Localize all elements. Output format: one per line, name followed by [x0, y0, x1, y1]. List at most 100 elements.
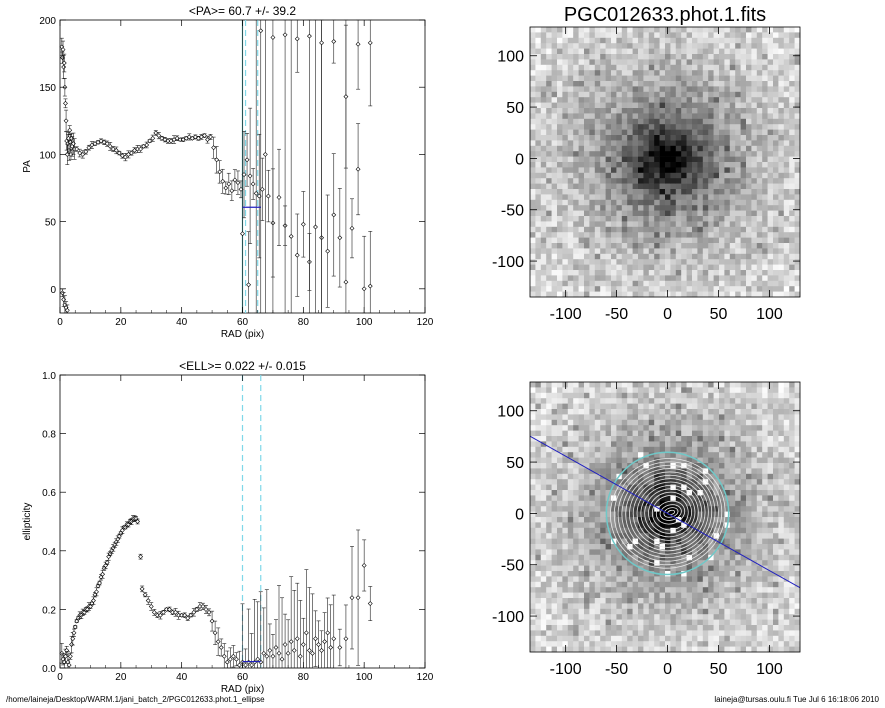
- image-bottom-ytick-label-1: -50: [501, 558, 524, 575]
- image-bottom-xtick-label-3: 50: [710, 661, 728, 678]
- ell-plot-point-55: [142, 592, 148, 598]
- pa-plot-point-71: [214, 157, 220, 163]
- ell-plot-point-27: [97, 580, 102, 586]
- pa-plot-point-6: [63, 100, 68, 106]
- ell-plot-xtick-label-0: 0: [57, 672, 63, 683]
- ell-plot-point-74: [200, 604, 206, 609]
- ell-plot-point-104: [291, 647, 297, 653]
- ell-plot-point-119: [343, 636, 349, 642]
- ell-plot-point-42: [119, 527, 125, 533]
- ell-plot-point-80: [218, 645, 224, 650]
- pa-plot-point-2: [60, 47, 66, 52]
- pa-plot-point-115: [343, 94, 349, 100]
- pa-plot-point-28: [83, 149, 89, 155]
- ell-plot-ytick-label-0: 0.0: [42, 664, 56, 675]
- image-bottom-frame: [529, 381, 801, 653]
- ell-plot-point-102: [285, 650, 291, 656]
- ell-plot-point-86: [237, 662, 242, 668]
- pa-plot-point-102: [349, 225, 355, 231]
- pa-plot-point-50: [150, 135, 156, 141]
- pa-plot-xtick-label-3: 60: [237, 317, 249, 328]
- image-top-xtick-label-4: 100: [756, 306, 783, 323]
- pa-plot-point-13: [67, 127, 73, 133]
- ell-plot-xtick-label-5: 100: [356, 672, 373, 683]
- pa-plot-ytick-label-3: 150: [39, 83, 56, 94]
- ell-plot-point-85: [233, 656, 239, 662]
- pa-plot-point-101: [343, 279, 349, 285]
- pa-plot-xtick-label-2: 40: [176, 317, 188, 328]
- ell-plot-point-110: [310, 650, 315, 656]
- ell-plot-point-105: [294, 636, 300, 642]
- ell-plot-point-51: [133, 516, 139, 521]
- pa-plot-point-16: [69, 135, 74, 141]
- pa-plot-point-84: [253, 190, 259, 196]
- pa-plot-point-96: [313, 224, 318, 230]
- ell-plot-point-82: [224, 659, 230, 665]
- ell-plot-point-53: [138, 554, 144, 560]
- image-bottom-xtick-label-4: 100: [756, 661, 783, 678]
- image-bottom-isophote-5: [651, 495, 689, 531]
- ell-plot-point-11: [72, 624, 78, 630]
- image-bottom-isophote-9: [636, 481, 703, 545]
- image-bottom-xtick-label-0: -100: [550, 661, 582, 678]
- pa-plot-ytick-label-1: 50: [45, 218, 57, 229]
- pa-plot-point-92: [288, 233, 294, 239]
- pa-plot-point-83: [250, 181, 256, 187]
- ell-plot-point-108: [303, 630, 309, 636]
- pa-plot-xtick-label-1: 20: [115, 317, 127, 328]
- image-bottom-isophote-8: [640, 485, 699, 541]
- ell-plot-point-78: [212, 630, 218, 636]
- ell-plot-point-113: [319, 647, 325, 653]
- pa-plot-point-106: [240, 231, 245, 237]
- pa-plot-point-7: [63, 118, 69, 124]
- pa-plot-point-117: [367, 40, 373, 46]
- image-top-ytick-label-2: 0: [515, 151, 524, 168]
- ell-plot-point-63: [167, 606, 172, 612]
- ell-plot-point-123: [367, 601, 373, 606]
- pa-plot-point-74: [223, 185, 229, 191]
- ell-plot-point-57: [148, 604, 154, 609]
- ell-plot-point-10: [71, 630, 77, 636]
- ell-plot-point-98: [273, 645, 279, 650]
- pa-plot-point-87: [262, 151, 268, 157]
- image-top-xtick-label-2: 0: [663, 306, 672, 323]
- ell-plot-point-97: [270, 653, 276, 659]
- pa-plot-point-111: [294, 36, 300, 42]
- ell-plot-point-9: [70, 636, 76, 642]
- ell-plot-point-118: [337, 645, 343, 650]
- pa-plot-point-103: [355, 166, 361, 172]
- ell-plot-point-94: [261, 650, 267, 656]
- ell-plot-point-88: [243, 662, 248, 668]
- image-bottom-isophote-15: [613, 461, 723, 566]
- ell-plot-point-111: [313, 636, 318, 642]
- pa-plot-xtick-label-5: 100: [356, 317, 373, 328]
- ell-plot-point-116: [328, 645, 334, 650]
- ell-plot-point-106: [297, 653, 303, 659]
- pa-plot-point-82: [247, 173, 253, 179]
- image-bottom-isophote-11: [629, 474, 709, 552]
- pa-plot-point-104: [361, 286, 367, 292]
- ell-plot-point-107: [300, 642, 306, 647]
- ell-plot: 0 20 40 60 80 100 120 0.0 0.2 0.4 0.6 0.8 1.0 <ELL>= …: [22, 359, 434, 695]
- ell-plot-point-83: [227, 656, 233, 662]
- pa-plot-point-27: [80, 151, 86, 157]
- pa-plot-point-29: [86, 145, 92, 151]
- pa-plot-point-88: [265, 193, 271, 199]
- ell-plot-point-3: [63, 653, 68, 659]
- pa-plot-point-94: [300, 221, 306, 227]
- pa-plot-point-77: [232, 177, 238, 183]
- ell-plot-point-101: [282, 642, 288, 647]
- image-top-xtick-label-0: -100: [550, 306, 582, 323]
- ell-plot-title: <ELL>= 0.022 +/- 0.015: [179, 359, 306, 373]
- pa-plot-point-81: [244, 157, 250, 163]
- ell-plot-point-21: [87, 604, 93, 609]
- pa-plot-point-107: [246, 282, 252, 288]
- ell-plot-point-25: [94, 589, 99, 595]
- pa-plot-point-38: [113, 147, 119, 153]
- pa-plot-point-78: [235, 180, 241, 186]
- pa-plot-point-35: [104, 141, 110, 147]
- image-bottom-isophote-14: [617, 464, 719, 562]
- image-top-ytick-label-3: 50: [506, 100, 524, 117]
- ell-plot-point-79: [215, 639, 221, 645]
- pa-plot-point-114: [331, 39, 337, 44]
